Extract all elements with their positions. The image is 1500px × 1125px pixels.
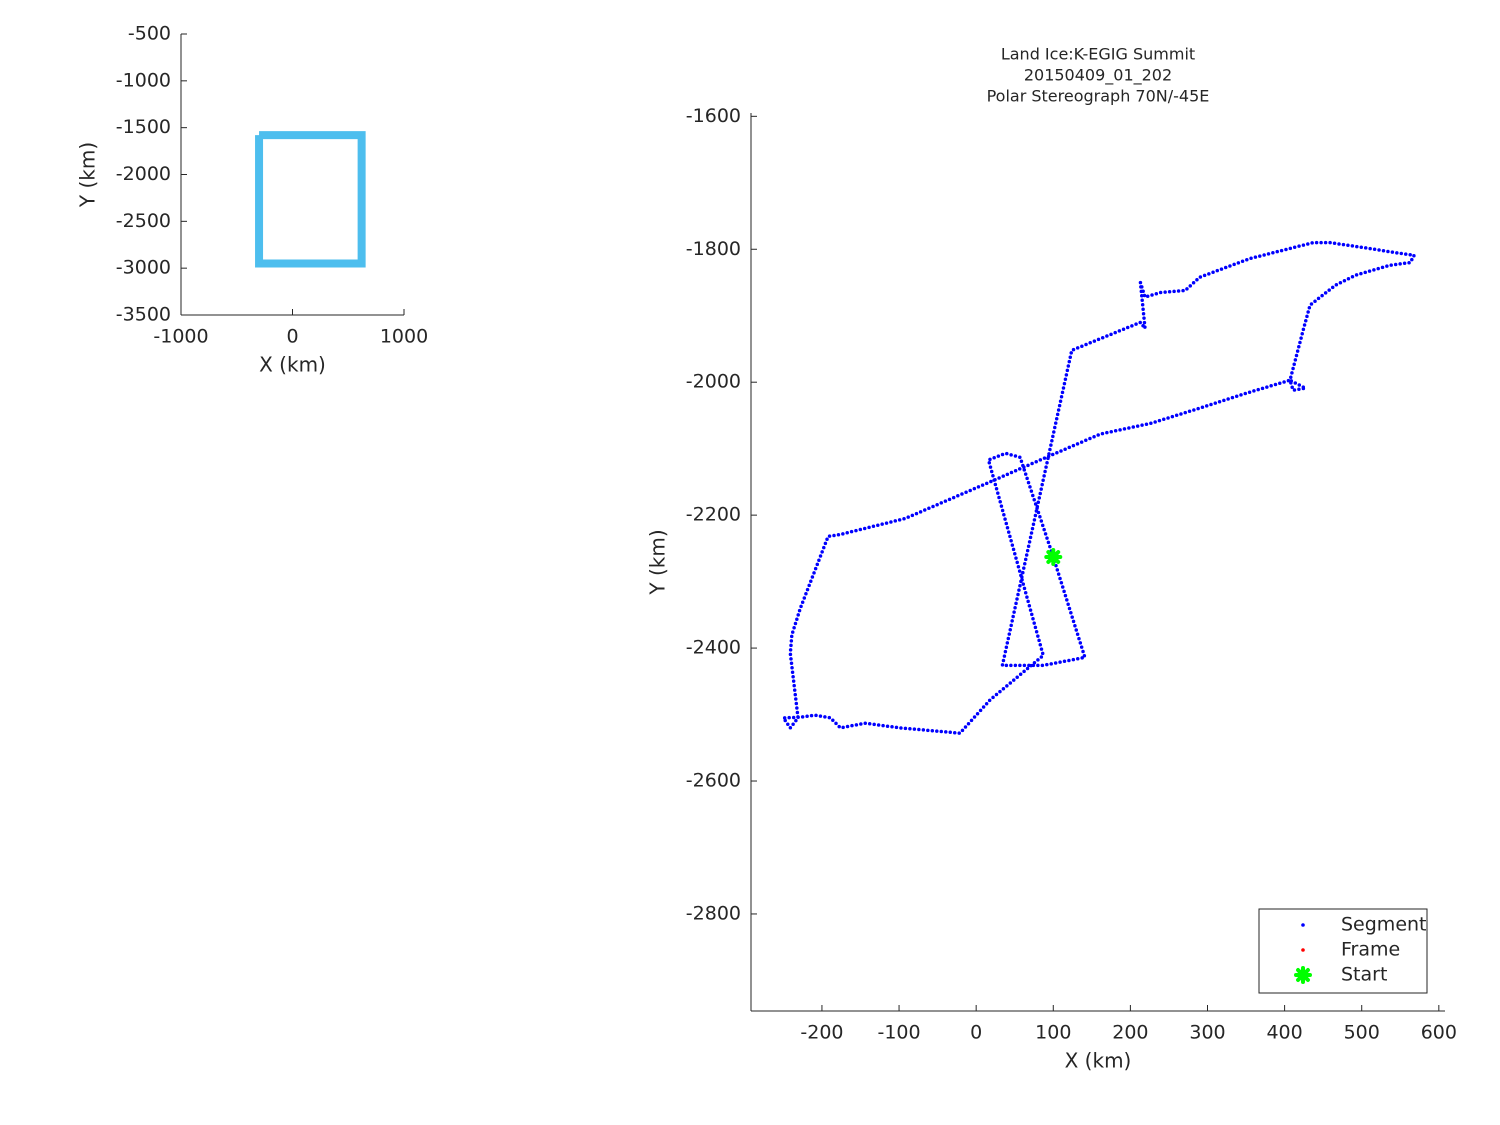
y-tick-label: -1000 [116, 69, 171, 91]
x-tick-label: 0 [286, 326, 298, 348]
legend-marker [1301, 948, 1305, 952]
x-tick-label: 1000 [380, 326, 428, 348]
x-tick-label: 100 [1035, 1022, 1071, 1044]
y-tick-label: -3500 [116, 304, 171, 326]
legend-label: Segment [1341, 914, 1427, 936]
x-tick-label: 400 [1266, 1022, 1302, 1044]
y-tick-label: -500 [128, 23, 171, 45]
y-tick-label: -2000 [116, 163, 171, 185]
chart-title: 20150409_01_202 [1024, 66, 1172, 86]
y-tick-label: -2600 [686, 770, 741, 792]
x-axis-label: X (km) [259, 353, 326, 377]
x-tick-label: 200 [1112, 1022, 1148, 1044]
x-tick-label: 600 [1421, 1022, 1457, 1044]
start-marker [1044, 548, 1063, 567]
x-axis-label: X (km) [1065, 1049, 1132, 1073]
legend-box [1258, 908, 1428, 994]
x-tick-label: -1000 [153, 326, 208, 348]
x-tick-label: 0 [970, 1022, 982, 1044]
legend-marker [1301, 923, 1305, 927]
y-tick-label: -1500 [116, 116, 171, 138]
track-line [255, 131, 366, 268]
legend-label: Frame [1341, 939, 1400, 961]
legend-marker [1294, 966, 1312, 984]
y-tick-label: -2200 [686, 504, 741, 526]
y-tick-label: -2000 [686, 371, 741, 393]
legend-label: Start [1341, 964, 1387, 986]
x-tick-label: -200 [800, 1022, 843, 1044]
x-tick-label: 500 [1344, 1022, 1380, 1044]
y-tick-label: -2800 [686, 902, 741, 924]
y-axis-label: Y (km) [76, 142, 100, 208]
y-axis-label: Y (km) [646, 529, 670, 595]
track-dots [780, 240, 1417, 735]
chart-title: Polar Stereograph 70N/-45E [987, 87, 1210, 106]
chart-title: Land Ice:K-EGIG Summit [1001, 45, 1195, 64]
y-tick-label: -2500 [116, 210, 171, 232]
x-tick-label: 300 [1189, 1022, 1225, 1044]
y-tick-label: -1600 [686, 105, 741, 127]
y-tick-label: -3000 [116, 257, 171, 279]
y-tick-label: -2400 [686, 637, 741, 659]
x-tick-label: -100 [877, 1022, 920, 1044]
y-tick-label: -1800 [686, 238, 741, 260]
